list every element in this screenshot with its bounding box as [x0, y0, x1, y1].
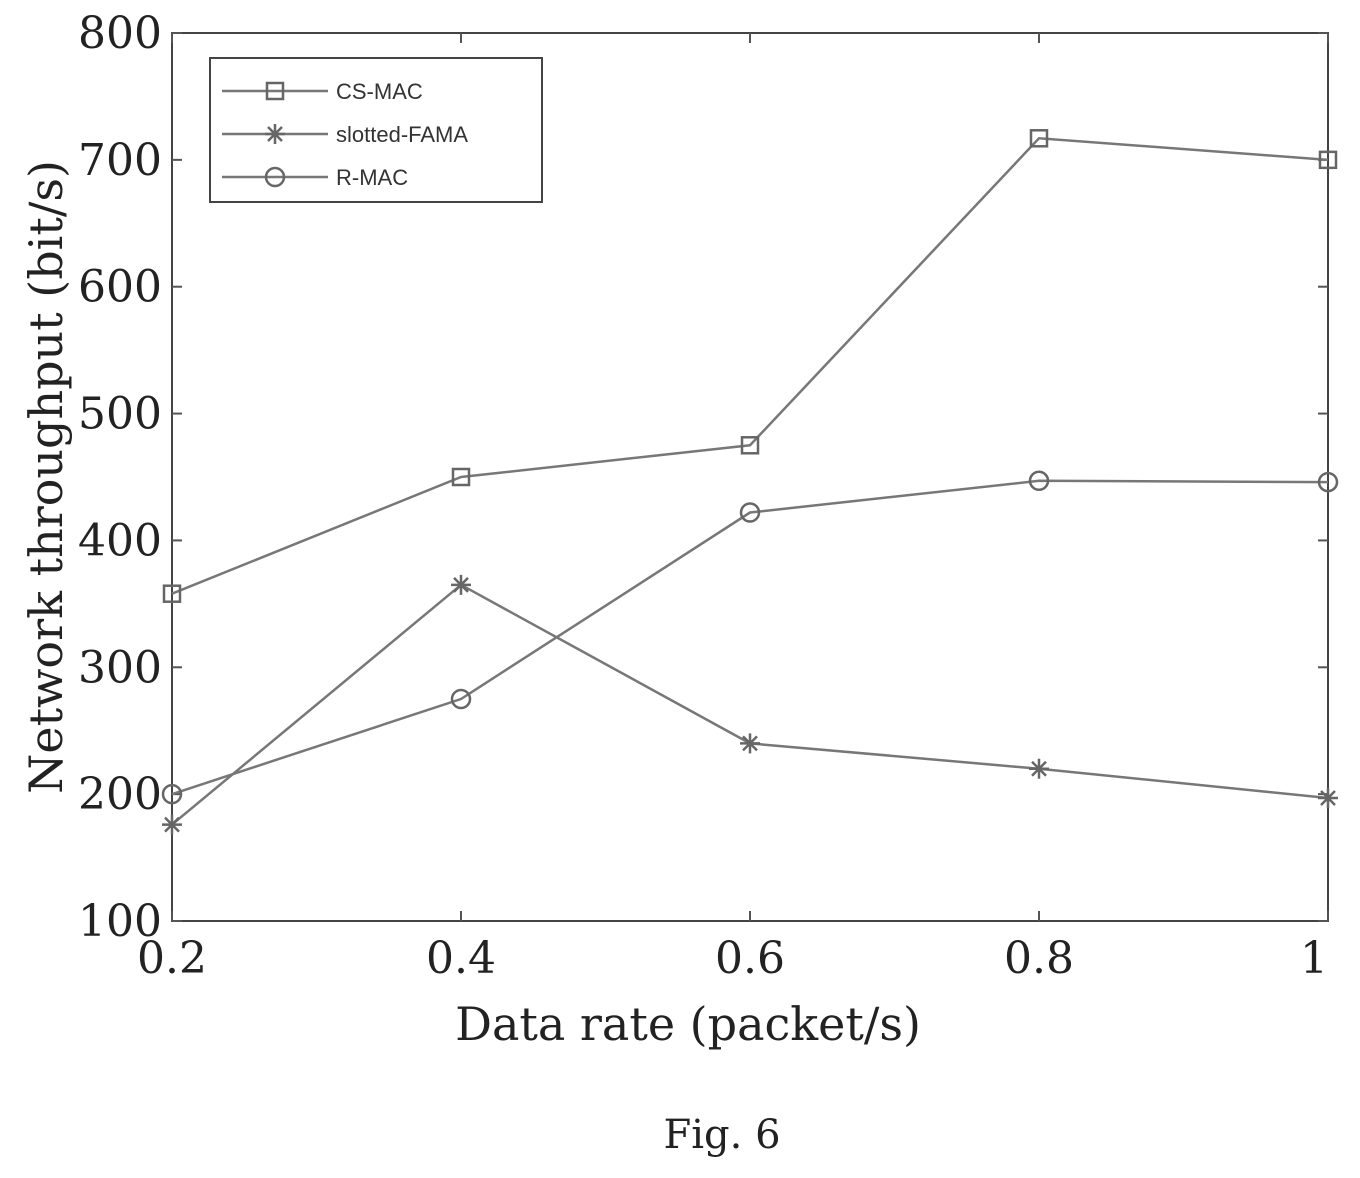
legend-marker-star	[265, 124, 285, 144]
series-line	[171, 583, 1329, 826]
x-tick-label: 0.6	[715, 933, 785, 984]
data-point-square	[451, 467, 471, 487]
data-point-star	[451, 574, 471, 595]
y-tick-label: 200	[78, 769, 162, 820]
y-axis-label: Network throughput (bit/s)	[19, 160, 73, 794]
y-tick-label: 400	[78, 515, 162, 566]
legend-label: slotted-FAMA	[336, 122, 468, 147]
x-tick-label: 0.4	[426, 933, 496, 984]
data-point-square	[162, 584, 182, 603]
data-point-star	[740, 733, 760, 754]
series-line	[171, 137, 1329, 595]
legend-item: R-MAC	[222, 165, 408, 190]
series-layer	[161, 129, 1339, 835]
series-r-mac	[161, 470, 1339, 805]
y-tick-label: 700	[78, 135, 162, 186]
y-tick-label: 100	[78, 896, 162, 947]
x-tick-label: 0.8	[1004, 933, 1074, 984]
data-point-square	[740, 436, 760, 455]
legend-marker-circle	[264, 166, 286, 188]
data-point-star	[1318, 787, 1338, 808]
legend-item: slotted-FAMA	[222, 122, 468, 147]
data-point-square	[1318, 150, 1338, 170]
legend-marker-square	[265, 81, 285, 101]
legend-label: CS-MAC	[336, 79, 423, 104]
legend-item: CS-MAC	[222, 79, 423, 104]
y-tick-label: 600	[78, 262, 162, 313]
y-tick-label: 800	[78, 8, 162, 59]
legend-label: R-MAC	[336, 165, 408, 190]
x-axis-label: Data rate (packet/s)	[455, 997, 921, 1051]
data-point-circle	[161, 783, 183, 805]
series-line	[171, 479, 1329, 796]
y-tick-label: 500	[78, 389, 162, 440]
series-slotted-fama	[162, 574, 1338, 835]
data-point-circle	[450, 688, 472, 710]
data-point-square	[1029, 129, 1049, 148]
data-point-circle	[1028, 470, 1050, 492]
data-point-star	[162, 814, 182, 835]
y-tick-label: 300	[78, 642, 162, 693]
axes-layer: 0.2 0.4 0.6 0.8 1 100 200 300 400 500 600 700 800	[78, 8, 1329, 984]
series-cs-mac	[162, 129, 1338, 603]
data-point-circle	[1317, 471, 1339, 493]
data-point-star	[1029, 758, 1049, 779]
x-tick-label: 1	[1300, 933, 1328, 984]
legend: CS-MAC slotted-FAMA R-MAC	[209, 57, 543, 203]
figure-caption: Fig. 6	[663, 1112, 780, 1158]
x-tick-label: 0.2	[137, 933, 207, 984]
data-point-circle	[739, 502, 761, 523]
